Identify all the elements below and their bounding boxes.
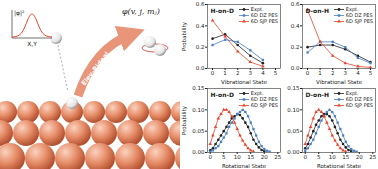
html-text:Expt.: Expt. [250, 90, 264, 96]
html-text:6D SJP PES: 6D SJP PES [250, 18, 278, 24]
svg-text:1: 1 [223, 70, 227, 76]
svg-text:0.2: 0.2 [291, 44, 300, 50]
svg-text:Probability: Probability [181, 21, 188, 51]
svg-text:5: 5 [317, 154, 321, 160]
svg-text:3: 3 [344, 70, 348, 76]
svg-text:φ(v, j, mⱼ): φ(v, j, mⱼ) [122, 7, 160, 16]
svg-text:D-on-H: D-on-H [306, 91, 330, 98]
svg-text:Eley-Rideal: Eley-Rideal [80, 50, 111, 87]
svg-text:0.05: 0.05 [192, 128, 205, 134]
svg-text:H-on-D: H-on-D [211, 91, 234, 98]
svg-text:2: 2 [331, 70, 335, 76]
svg-text:0.4: 0.4 [196, 23, 205, 29]
svg-text:0.4: 0.4 [291, 23, 300, 29]
svg-text:10: 10 [329, 154, 336, 160]
html-text:6D SJP PES: 6D SJP PES [345, 102, 373, 108]
svg-text:0.6: 0.6 [291, 1, 300, 7]
html-text:Expt.: Expt. [250, 6, 264, 12]
svg-text:25: 25 [274, 154, 281, 160]
svg-text:D-on-H: D-on-H [306, 7, 330, 14]
svg-text:0.10: 0.10 [287, 107, 300, 113]
svg-text:0.05: 0.05 [287, 128, 300, 134]
svg-text:4: 4 [261, 70, 265, 76]
html-text:6D SJP PES: 6D SJP PES [250, 102, 278, 108]
svg-text:0.00: 0.00 [192, 149, 205, 155]
svg-text:1: 1 [318, 70, 322, 76]
svg-text:0.00: 0.00 [287, 149, 300, 155]
svg-text:0.15: 0.15 [287, 85, 300, 91]
svg-text:3: 3 [249, 70, 253, 76]
html-text:6D DZ PES: 6D DZ PES [250, 96, 278, 102]
svg-text:0.6: 0.6 [196, 1, 205, 7]
svg-text:Probability: Probability [181, 105, 188, 135]
html-text:6D DZ PES: 6D DZ PES [250, 12, 278, 18]
svg-text:X,Y: X,Y [27, 40, 37, 47]
svg-text:0.2: 0.2 [196, 44, 205, 50]
svg-text:2: 2 [236, 70, 240, 76]
svg-text:4: 4 [356, 70, 360, 76]
svg-text:0: 0 [208, 154, 212, 160]
svg-text:0.0: 0.0 [291, 65, 300, 71]
svg-text:0.15: 0.15 [192, 85, 205, 91]
svg-text:5: 5 [369, 70, 373, 76]
svg-text:10: 10 [234, 154, 241, 160]
svg-text:20: 20 [356, 154, 363, 160]
svg-text:15: 15 [342, 154, 349, 160]
svg-text:Rotational State: Rotational State [317, 163, 362, 169]
svg-text:20: 20 [261, 154, 268, 160]
html-text:6D DZ PES: 6D DZ PES [345, 12, 373, 18]
svg-text:5: 5 [274, 70, 278, 76]
svg-text:0: 0 [211, 70, 215, 76]
svg-text:0: 0 [306, 70, 310, 76]
svg-text:0.0: 0.0 [196, 65, 205, 71]
svg-text:25: 25 [369, 154, 376, 160]
svg-text:Vibrational State: Vibrational State [221, 79, 268, 85]
svg-text:15: 15 [247, 154, 254, 160]
svg-text:5: 5 [222, 154, 226, 160]
svg-text:|φ|²: |φ|² [14, 9, 25, 17]
svg-text:Vibrational State: Vibrational State [316, 79, 363, 85]
svg-text:0: 0 [303, 154, 307, 160]
html-text:Expt.: Expt. [345, 6, 359, 12]
svg-text:0.10: 0.10 [192, 107, 205, 113]
html-text:6D SJP PES: 6D SJP PES [345, 18, 373, 24]
html-text:Expt.: Expt. [345, 90, 359, 96]
svg-text:Rotational State: Rotational State [222, 163, 267, 169]
svg-text:H-on-D: H-on-D [211, 7, 234, 14]
html-text:6D DZ PES: 6D DZ PES [345, 96, 373, 102]
